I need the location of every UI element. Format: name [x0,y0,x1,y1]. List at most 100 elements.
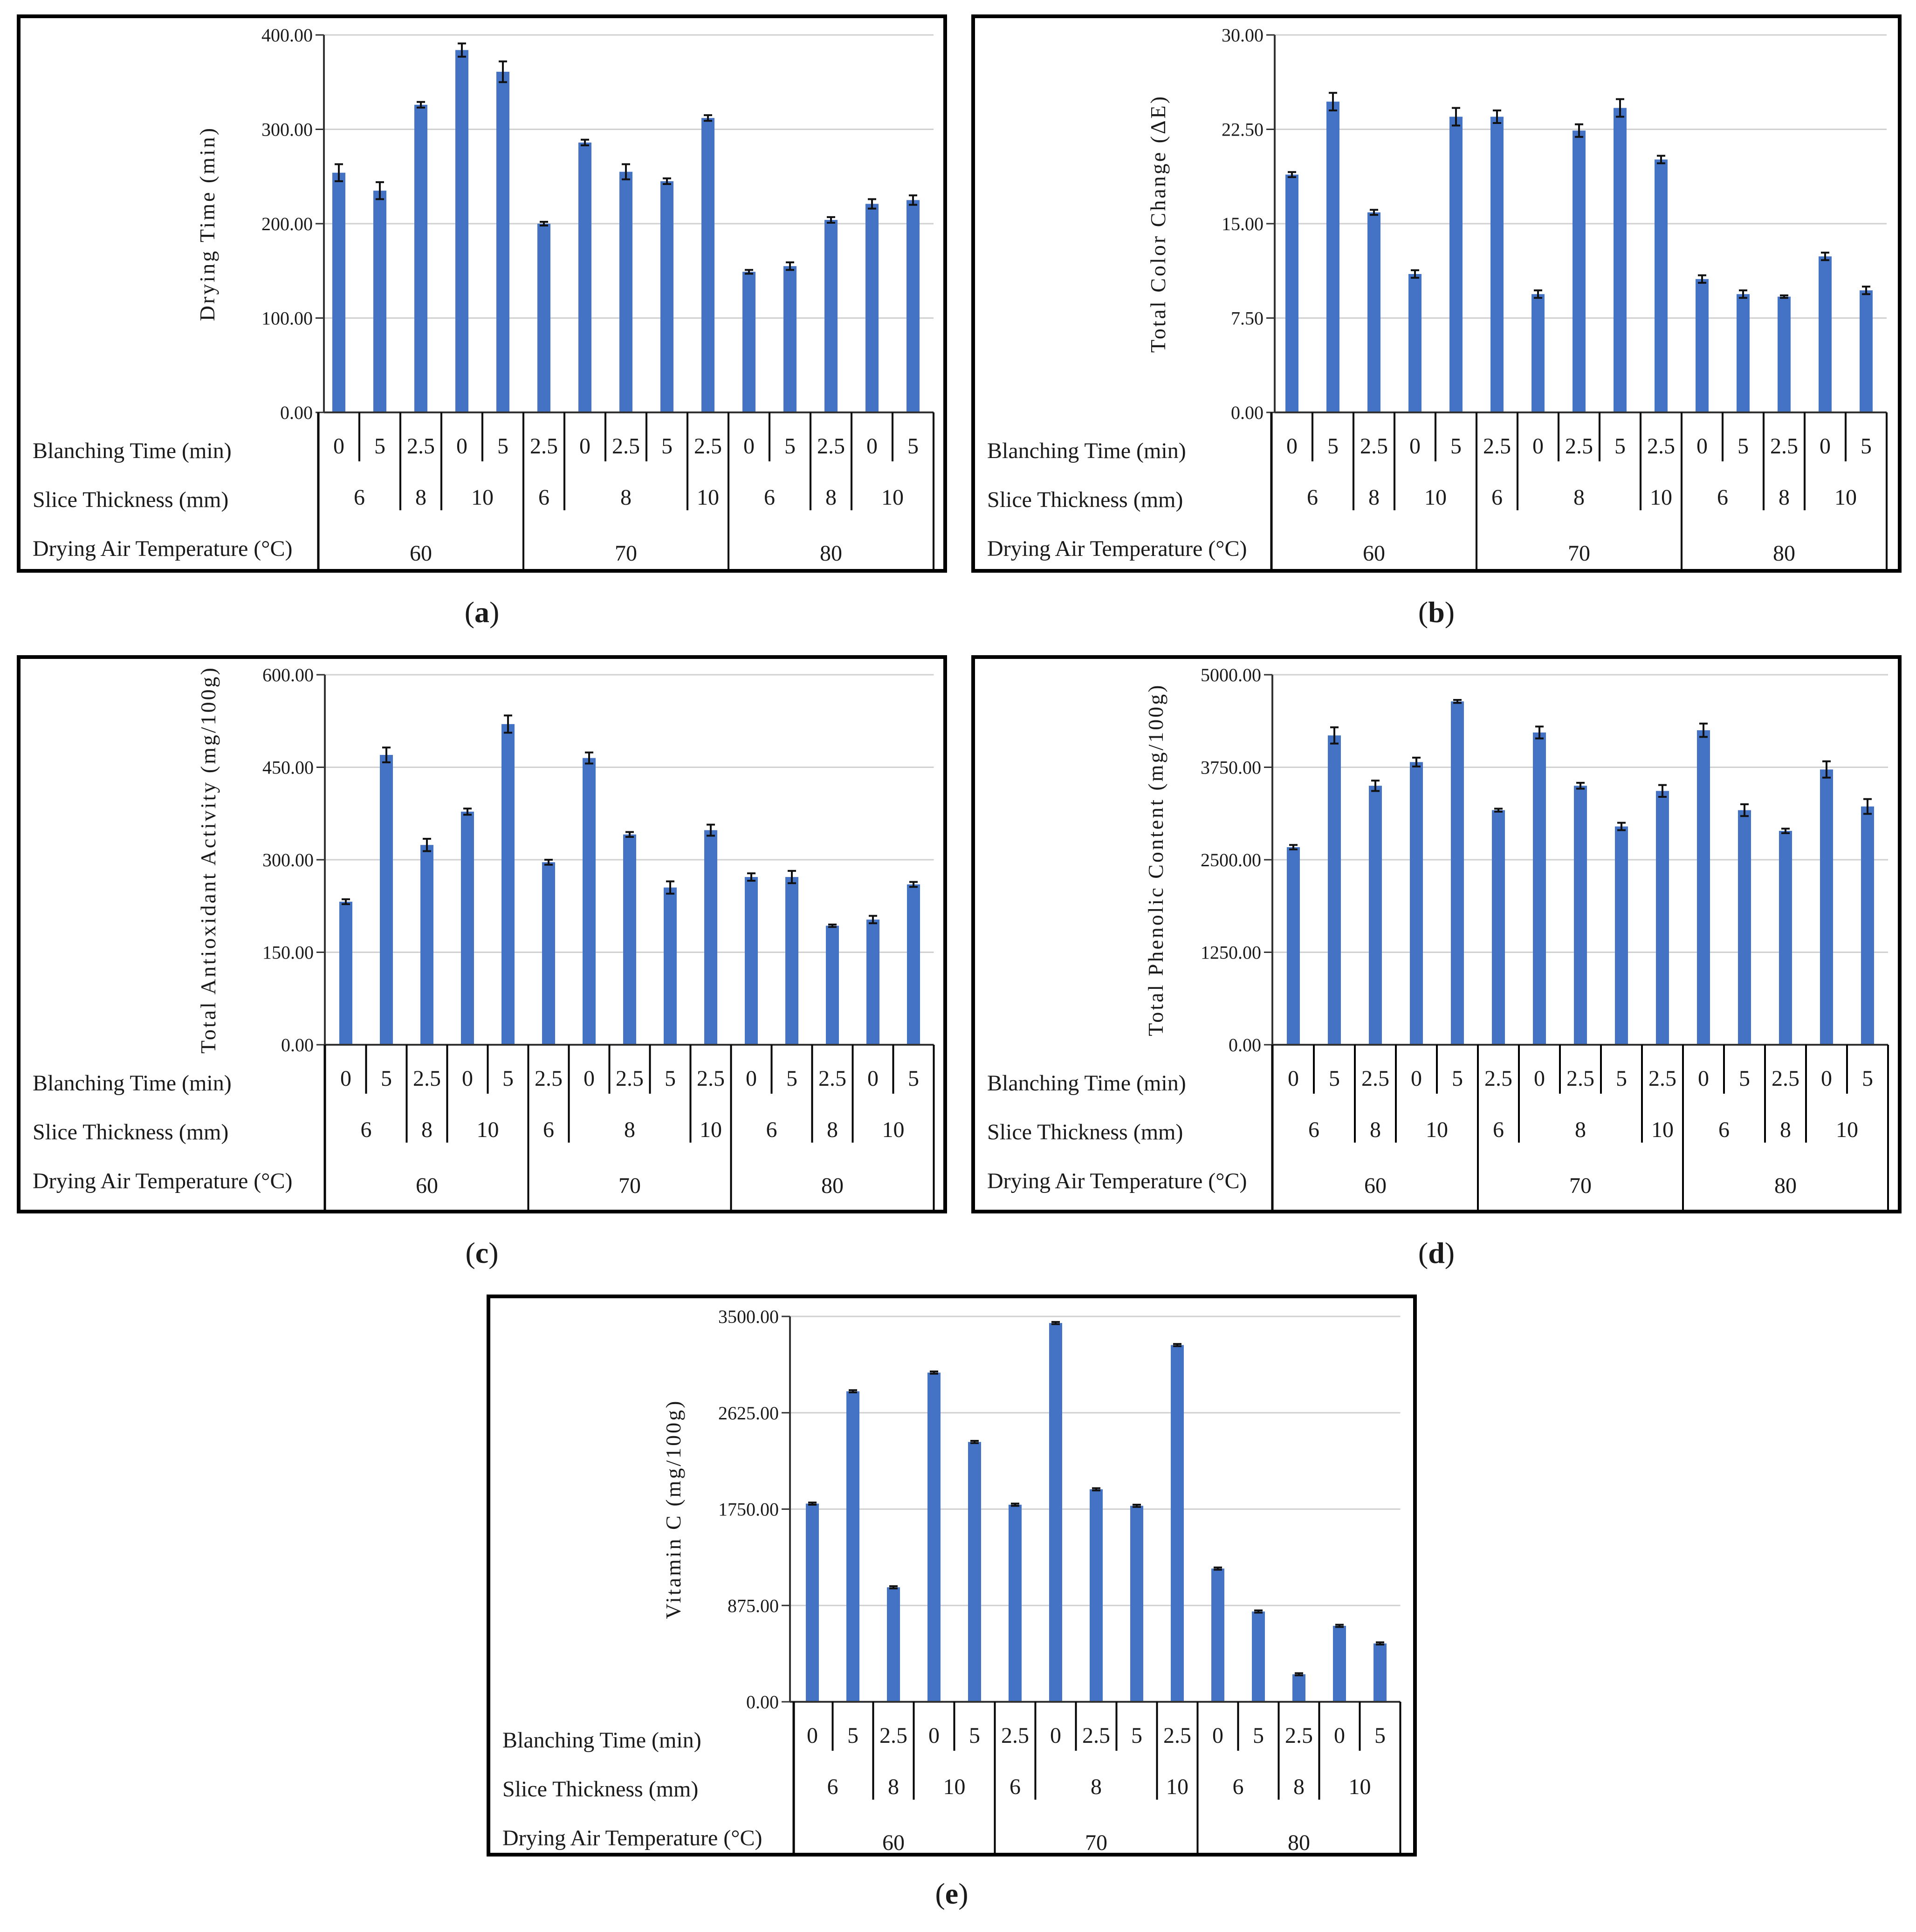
bar [866,919,879,1045]
chart-panel-4: 0.00 1250.00 2500.00 3750.00 5000.00 Total Ph… [971,655,1902,1213]
blanching-time-label: 5 [1452,1066,1463,1091]
temperature-label: 80 [821,1173,844,1198]
bar [1737,294,1750,412]
slice-thickness-label: 10 [1349,1774,1371,1799]
bar [826,925,839,1045]
panel-frame [17,655,947,1213]
bar [1369,786,1382,1045]
slice-thickness-label: 6 [354,485,365,510]
slice-thickness-label: 10 [471,485,494,510]
bar [664,887,677,1045]
bar [785,877,798,1045]
blanching-time-label: 2.5 [1565,434,1593,459]
blanching-time-label: 2.5 [697,1066,725,1091]
y-tick-label: 400.00 [261,25,313,46]
blanching-time-label: 2.5 [694,434,722,459]
blanching-time-label: 0 [928,1723,940,1748]
bar [1287,847,1300,1045]
bar [373,191,386,412]
slice-thickness-label: 10 [1166,1774,1188,1799]
bar [887,1587,900,1702]
slice-thickness-label: 8 [1780,1117,1791,1142]
bar [1531,294,1545,412]
panel-caption: (e) [935,1877,968,1910]
blanching-time-label: 5 [1862,1066,1873,1091]
y-tick-label: 600.00 [262,665,314,685]
blanching-time-label: 2.5 [879,1723,907,1748]
bar [846,1391,859,1702]
blanching-time-label: 5 [1616,1066,1627,1091]
bar [806,1503,819,1702]
slice-thickness-label: 8 [1779,485,1790,510]
y-tick-label: 0.00 [1231,402,1264,423]
blanching-time-label: 5 [1614,434,1626,459]
row-label-slice-thickness: Slice Thickness (mm) [33,1120,228,1144]
bar [865,204,879,412]
bar [1049,1323,1062,1702]
bar [461,811,474,1045]
slice-thickness-label: 6 [1718,1117,1730,1142]
blanching-time-label: 5 [908,1066,919,1091]
blanching-time-label: 2.5 [1648,1066,1676,1091]
slice-thickness-label: 8 [624,1117,635,1142]
slice-thickness-label: 8 [421,1117,433,1142]
y-tick-label: 0.00 [746,1692,779,1713]
slice-thickness-label: 6 [543,1117,554,1142]
row-label-slice-thickness: Slice Thickness (mm) [502,1777,698,1802]
temperature-label: 80 [1774,1173,1797,1198]
blanching-time-label: 0 [333,434,344,459]
blanching-time-label: 2.5 [818,1066,846,1091]
slice-thickness-label: 6 [1717,485,1728,510]
bar [742,272,755,412]
panel-caption: (b) [1418,596,1455,629]
slice-thickness-label: 6 [1233,1774,1244,1799]
y-axis-title: Total Color Change (ΔE) [1146,95,1170,353]
chart-panel-5: 0.00 875.00 1750.00 2625.00 3500.00 Vitamin C… [487,1295,1417,1857]
bar [578,142,591,413]
bar [783,266,797,412]
panel-frame [487,1295,1417,1857]
row-label-blanching-time: Blanching Time (min) [987,1071,1186,1096]
blanching-time-label: 5 [1327,434,1339,459]
slice-thickness-label: 6 [538,485,549,510]
blanching-time-label: 2.5 [413,1066,441,1091]
bar [332,172,345,412]
chart-panel-2: 0.00 7.50 15.00 22.50 30.00 Total Color Chang… [971,14,1902,573]
bar [1860,290,1873,412]
row-label-drying-air-temperature: Drying Air Temperature (°C) [987,536,1247,561]
y-tick-label: 0.00 [1229,1035,1261,1055]
bar [1451,701,1464,1045]
slice-thickness-label: 8 [620,485,632,510]
y-tick-label: 100.00 [261,308,313,329]
blanching-time-label: 2.5 [530,434,558,459]
bar [1490,116,1504,412]
slice-thickness-label: 10 [882,1117,905,1142]
blanching-time-label: 0 [462,1066,473,1091]
bar [1326,102,1339,413]
bar [1615,826,1628,1045]
slice-thickness-label: 8 [827,1117,838,1142]
row-label-blanching-time: Blanching Time (min) [33,438,232,463]
bar [1655,159,1668,412]
bar [1820,769,1833,1045]
blanching-time-label: 5 [502,1066,514,1091]
blanching-time-label: 2.5 [407,434,435,459]
bar [420,845,433,1045]
row-label-drying-air-temperature: Drying Air Temperature (°C) [33,536,292,561]
blanching-time-label: 5 [665,1066,676,1091]
temperature-label: 70 [1569,1173,1592,1198]
blanching-time-label: 5 [374,434,385,459]
blanching-time-label: 5 [1374,1723,1386,1748]
bar [496,71,509,413]
blanching-time-label: 5 [1861,434,1872,459]
blanching-time-label: 2.5 [1484,1066,1512,1091]
blanching-time-label: 0 [1532,434,1544,459]
panel-frame [971,655,1902,1213]
blanching-time-label: 5 [969,1723,980,1748]
slice-thickness-label: 8 [1573,485,1585,510]
bar [1367,212,1380,412]
y-tick-label: 2625.00 [718,1403,779,1424]
blanching-time-label: 0 [1288,1066,1299,1091]
y-axis-title: Vitamin C (mg/100g) [661,1399,685,1619]
row-label-drying-air-temperature: Drying Air Temperature (°C) [502,1826,762,1850]
